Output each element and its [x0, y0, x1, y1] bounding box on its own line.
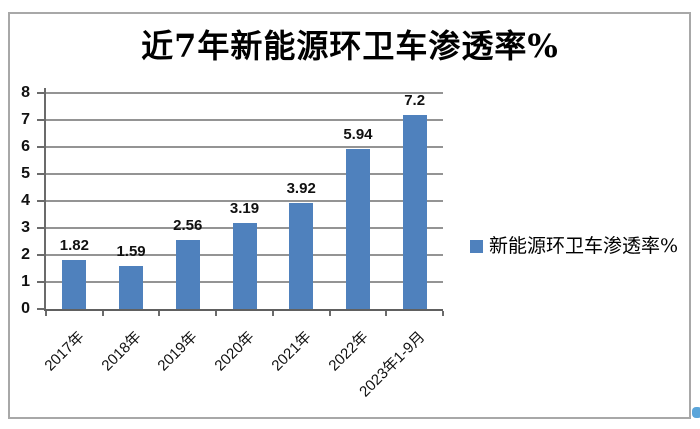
- x-tick-label: 2019年: [154, 328, 202, 375]
- gridline: [46, 173, 443, 175]
- x-axis-tick: [101, 311, 104, 316]
- watermark-dot-icon: [692, 407, 700, 418]
- x-tick-label: 2018年: [98, 328, 145, 375]
- x-axis-line: [44, 309, 443, 311]
- bar-value-label: 1.82: [59, 236, 89, 254]
- x-tick-label: 2020年: [211, 328, 258, 375]
- bar: [232, 222, 257, 309]
- bar-value-label: 7.2: [404, 91, 426, 109]
- legend-series-label: 新能源环卫车渗透率%: [489, 235, 679, 257]
- x-axis-tick: [271, 311, 274, 316]
- bar: [402, 114, 427, 309]
- x-axis-tick: [442, 311, 444, 316]
- bar-value-label: 1.59: [116, 243, 146, 261]
- bar: [62, 259, 87, 309]
- y-tick-label: 2: [21, 246, 30, 263]
- y-axis-tick: [37, 173, 44, 175]
- bar-value-label: 3.92: [286, 180, 316, 198]
- y-axis-tick: [37, 308, 44, 310]
- bar: [119, 266, 144, 309]
- y-axis-tick: [37, 281, 44, 283]
- gridline: [46, 200, 443, 202]
- bar: [175, 239, 200, 309]
- y-axis-tick: [37, 254, 44, 256]
- y-axis-tick: [37, 119, 44, 121]
- y-axis-tick: [37, 92, 44, 94]
- y-tick-label: 3: [21, 219, 30, 236]
- x-axis-tick: [385, 311, 388, 316]
- x-axis-tick: [328, 311, 331, 316]
- bar-value-label: 2.56: [173, 216, 203, 234]
- x-axis-tick: [215, 311, 218, 316]
- y-tick-label: 6: [21, 138, 30, 155]
- y-tick-label: 0: [21, 300, 30, 317]
- y-axis-tick: [37, 146, 44, 148]
- y-tick-label: 8: [21, 84, 30, 101]
- x-axis-tick: [158, 311, 161, 316]
- legend: 新能源环卫车渗透率%: [470, 235, 678, 257]
- y-tick-label: 7: [21, 111, 30, 128]
- x-axis-tick: [45, 311, 47, 316]
- y-axis-line: [44, 88, 46, 311]
- bar-value-label: 3.19: [229, 199, 260, 217]
- gridline: [46, 92, 443, 94]
- y-axis-tick: [37, 200, 44, 202]
- x-tick-label: 2017年: [41, 328, 88, 375]
- x-tick-label: 2021年: [268, 328, 315, 375]
- legend-marker-icon: [470, 239, 483, 253]
- y-tick-label: 5: [21, 165, 30, 182]
- chart-title: 近7年新能源环卫车渗透率%: [141, 27, 559, 65]
- y-axis-tick: [37, 227, 44, 229]
- bar: [345, 148, 370, 309]
- bar-value-label: 5.94: [343, 125, 373, 143]
- x-tick-label: 2022年: [325, 328, 372, 375]
- y-tick-label: 4: [21, 192, 30, 209]
- gridline: [46, 146, 443, 148]
- y-tick-label: 1: [21, 273, 30, 290]
- bar: [289, 203, 314, 309]
- gridline: [46, 119, 443, 121]
